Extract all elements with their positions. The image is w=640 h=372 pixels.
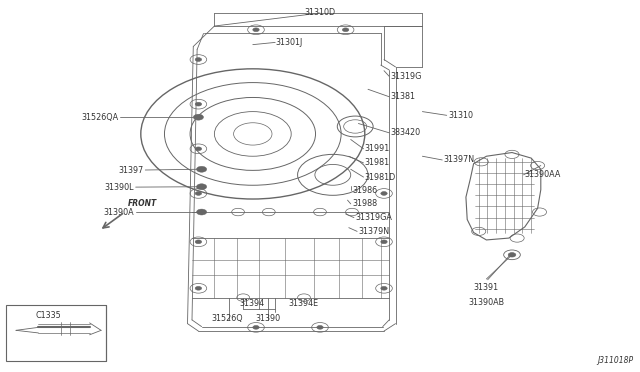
Text: 31394: 31394 [239, 299, 264, 308]
Circle shape [193, 114, 204, 120]
Text: 31319G: 31319G [390, 72, 422, 81]
Text: 31310: 31310 [448, 111, 473, 120]
Text: FRONT: FRONT [128, 199, 157, 208]
Text: 383420: 383420 [390, 128, 420, 137]
Text: 31981D: 31981D [365, 173, 396, 182]
Text: 31390L: 31390L [105, 183, 134, 192]
Circle shape [195, 147, 202, 151]
Circle shape [196, 184, 207, 190]
Circle shape [195, 102, 202, 106]
Text: 31981: 31981 [365, 158, 390, 167]
Text: 31301J: 31301J [275, 38, 303, 47]
Text: 31390AB: 31390AB [468, 298, 504, 307]
Circle shape [196, 166, 207, 172]
Circle shape [195, 286, 202, 290]
Circle shape [317, 326, 323, 329]
Circle shape [381, 286, 387, 290]
Text: 31397: 31397 [119, 166, 144, 174]
Text: 31394E: 31394E [288, 299, 318, 308]
Circle shape [508, 253, 516, 257]
Text: 31390A: 31390A [104, 208, 134, 217]
Circle shape [195, 58, 202, 61]
Circle shape [253, 326, 259, 329]
Circle shape [342, 28, 349, 32]
Text: 31390AA: 31390AA [525, 170, 561, 179]
Text: 31526Q: 31526Q [211, 314, 243, 323]
Text: 31526QA: 31526QA [81, 113, 118, 122]
Text: 31390: 31390 [255, 314, 280, 323]
Bar [6, 305, 106, 361]
Text: 31991: 31991 [365, 144, 390, 153]
Text: C1335: C1335 [35, 311, 61, 320]
Text: 31391: 31391 [474, 283, 499, 292]
Text: 31379N: 31379N [358, 227, 390, 236]
Circle shape [381, 240, 387, 244]
Text: 31310D: 31310D [305, 8, 335, 17]
Circle shape [253, 28, 259, 32]
Text: 31986: 31986 [352, 186, 377, 195]
Circle shape [195, 192, 202, 195]
Text: 31988: 31988 [352, 199, 377, 208]
Circle shape [195, 240, 202, 244]
Text: 31397N: 31397N [444, 155, 475, 164]
Text: 31381: 31381 [390, 92, 415, 101]
Circle shape [196, 209, 207, 215]
Text: J311018P: J311018P [598, 356, 634, 365]
Text: 31319GA: 31319GA [355, 213, 392, 222]
Circle shape [381, 192, 387, 195]
